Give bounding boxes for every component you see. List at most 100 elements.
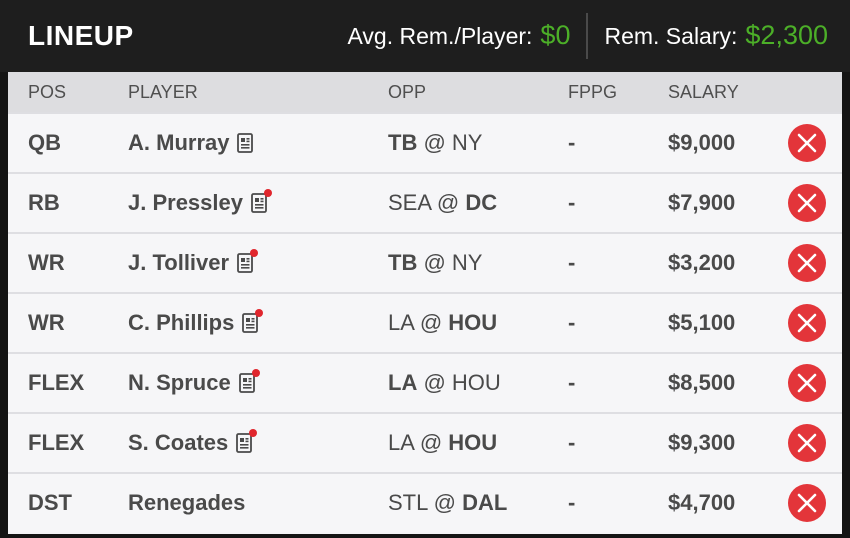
opponent-cell: SEA @ DC bbox=[388, 190, 497, 216]
remove-player-button[interactable] bbox=[788, 484, 826, 522]
remove-player-button[interactable] bbox=[788, 304, 826, 342]
remove-player-icon[interactable] bbox=[788, 244, 826, 282]
lineup-title: LINEUP bbox=[28, 20, 134, 51]
lineup-header: LINEUP Avg. Rem./Player: $0 Rem. Salary:… bbox=[0, 0, 850, 72]
remove-player-button[interactable] bbox=[788, 424, 826, 462]
table-row: WR C. Phillips LA @ HOU - $5,100 bbox=[8, 292, 842, 352]
away-team: STL bbox=[388, 490, 428, 515]
opponent-cell: LA @ HOU bbox=[388, 310, 497, 336]
player-name[interactable]: J. Pressley bbox=[128, 190, 243, 215]
news-alert-dot bbox=[250, 249, 259, 257]
remove-player-icon[interactable] bbox=[788, 184, 826, 222]
table-row: QB A. Murray TB @ NY - $9,000 bbox=[8, 112, 842, 172]
player-salary: $5,100 bbox=[668, 310, 736, 335]
player-news-icon[interactable] bbox=[237, 249, 259, 273]
player-position: DST bbox=[28, 490, 72, 515]
player-cell: S. Coates bbox=[128, 429, 258, 456]
player-salary: $7,900 bbox=[668, 190, 736, 215]
remaining-salary-value: $2,300 bbox=[745, 20, 828, 50]
player-news-icon[interactable] bbox=[251, 189, 272, 213]
remove-player-icon[interactable] bbox=[788, 484, 826, 522]
table-header: POS PLAYER OPP FPPG SALARY bbox=[8, 72, 842, 112]
at-separator: @ bbox=[417, 130, 452, 155]
player-name[interactable]: Renegades bbox=[128, 490, 246, 515]
player-fppg: - bbox=[568, 130, 576, 155]
player-fppg: - bbox=[568, 430, 576, 455]
away-team: LA bbox=[388, 310, 414, 335]
player-news-icon[interactable] bbox=[236, 429, 258, 453]
player-name[interactable]: J. Tolliver bbox=[128, 250, 230, 275]
player-cell: N. Spruce bbox=[128, 369, 260, 396]
table-row: RB J. Pressley SEA @ DC - $7,900 bbox=[8, 172, 842, 232]
player-salary: $8,500 bbox=[668, 370, 736, 395]
opponent-cell: LA @ HOU bbox=[388, 370, 501, 396]
column-header-opp[interactable]: OPP bbox=[388, 81, 427, 102]
remaining-salary-label: Rem. Salary: bbox=[604, 23, 738, 49]
player-position: RB bbox=[28, 190, 60, 215]
table-body: QB A. Murray TB @ NY - $9,000 RB J. Pres… bbox=[8, 112, 842, 532]
player-fppg: - bbox=[568, 190, 576, 215]
player-fppg: - bbox=[568, 490, 576, 515]
player-cell: J. Pressley bbox=[128, 189, 272, 216]
at-separator: @ bbox=[427, 490, 463, 515]
player-name[interactable]: A. Murray bbox=[128, 130, 230, 155]
avg-remaining-value: $0 bbox=[540, 20, 571, 50]
player-cell: C. Phillips bbox=[128, 309, 264, 336]
avg-remaining-label: Avg. Rem./Player: bbox=[347, 23, 533, 49]
player-salary: $9,000 bbox=[668, 130, 736, 155]
column-header-salary[interactable]: SALARY bbox=[668, 81, 739, 102]
home-team: HOU bbox=[448, 430, 498, 455]
away-team: TB bbox=[388, 130, 418, 155]
player-fppg: - bbox=[568, 370, 576, 395]
remove-player-icon[interactable] bbox=[788, 424, 826, 462]
home-team: NY bbox=[451, 130, 483, 155]
player-position: WR bbox=[28, 310, 65, 335]
player-position: WR bbox=[28, 250, 65, 275]
player-position: FLEX bbox=[28, 430, 85, 455]
player-salary: $9,300 bbox=[668, 430, 736, 455]
remove-player-button[interactable] bbox=[788, 364, 826, 402]
column-header-player[interactable]: PLAYER bbox=[128, 81, 198, 102]
player-name[interactable]: S. Coates bbox=[128, 430, 229, 455]
away-team: TB bbox=[388, 250, 418, 275]
player-position: FLEX bbox=[28, 370, 85, 395]
at-separator: @ bbox=[413, 310, 449, 335]
player-name[interactable]: N. Spruce bbox=[128, 370, 231, 395]
opponent-cell: TB @ NY bbox=[388, 130, 482, 156]
opponent-cell: STL @ DAL bbox=[388, 490, 507, 516]
player-salary: $4,700 bbox=[668, 490, 736, 515]
player-position: QB bbox=[28, 130, 61, 155]
at-separator: @ bbox=[430, 190, 466, 215]
news-alert-dot bbox=[249, 429, 258, 437]
remove-player-button[interactable] bbox=[788, 184, 826, 222]
salary-summary: Avg. Rem./Player: $0 Rem. Salary: $2,300 bbox=[347, 13, 828, 60]
player-name[interactable]: C. Phillips bbox=[128, 310, 235, 335]
player-salary: $3,200 bbox=[668, 250, 736, 275]
player-news-icon[interactable] bbox=[238, 369, 260, 393]
home-team: DAL bbox=[462, 490, 508, 515]
home-team: DC bbox=[465, 190, 498, 215]
remove-player-icon[interactable] bbox=[788, 304, 826, 342]
header-divider bbox=[586, 13, 589, 59]
news-alert-dot bbox=[263, 189, 272, 197]
away-team: LA bbox=[388, 370, 418, 395]
remove-player-button[interactable] bbox=[788, 124, 826, 162]
player-fppg: - bbox=[568, 250, 576, 275]
remove-player-icon[interactable] bbox=[788, 364, 826, 402]
column-header-fppg[interactable]: FPPG bbox=[568, 81, 618, 102]
player-news-icon[interactable] bbox=[237, 133, 254, 153]
player-cell: Renegades bbox=[128, 490, 245, 516]
opponent-cell: TB @ NY bbox=[388, 250, 482, 276]
at-separator: @ bbox=[417, 250, 452, 275]
remove-player-icon[interactable] bbox=[788, 124, 826, 162]
table-row: DST Renegades STL @ DAL - $4,700 bbox=[8, 472, 842, 532]
news-alert-dot bbox=[251, 369, 260, 377]
opponent-cell: LA @ HOU bbox=[388, 430, 497, 456]
away-team: SEA bbox=[388, 190, 431, 215]
news-alert-dot bbox=[255, 309, 264, 317]
remove-player-button[interactable] bbox=[788, 244, 826, 282]
column-header-pos[interactable]: POS bbox=[28, 81, 67, 102]
lineup-table: POS PLAYER OPP FPPG SALARY QB A. Murray … bbox=[8, 72, 842, 534]
player-news-icon[interactable] bbox=[242, 309, 264, 333]
